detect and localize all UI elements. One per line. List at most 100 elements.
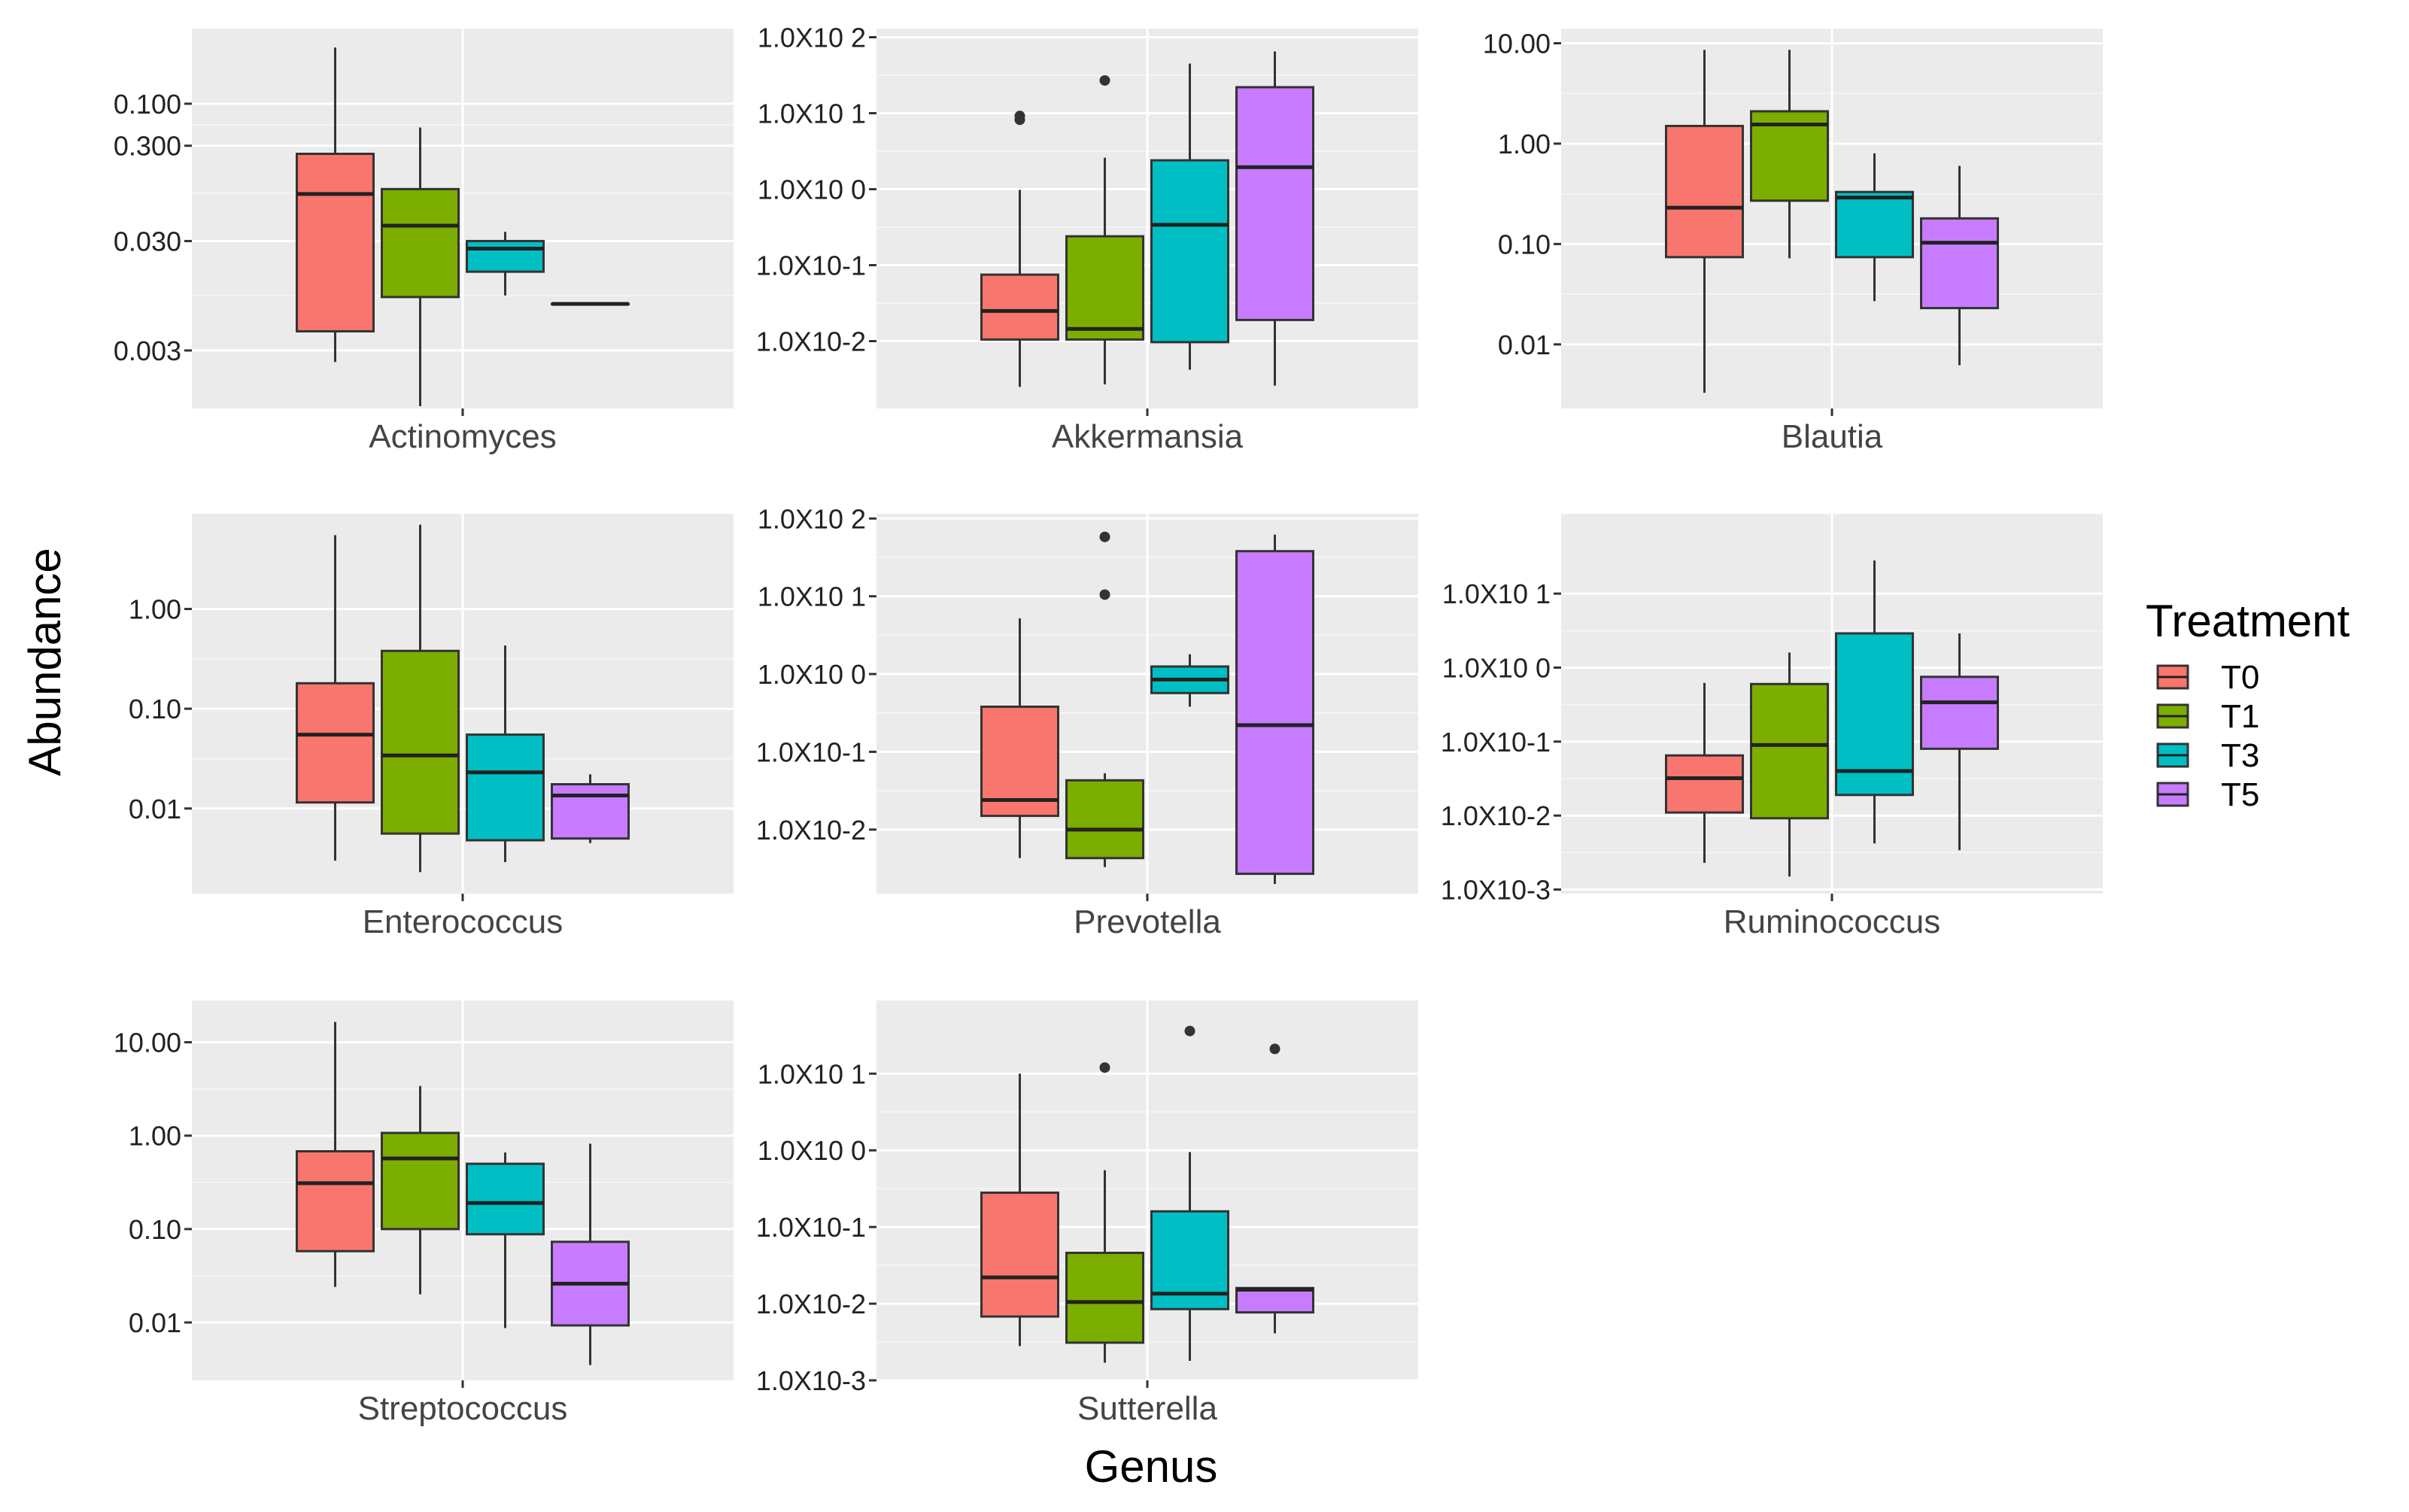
panel-akkermansia: 1.0X10-2 1.0X10-1 1.0X10 0 1.0X10 1 1.0X10 2… (756, 23, 1418, 455)
box-prevotella-t3 (1150, 654, 1229, 707)
x-tick-label: Enterococcus (363, 903, 564, 940)
box-body (1150, 159, 1229, 344)
box-body (980, 1192, 1059, 1318)
y-tick-label: 0.030 (114, 226, 181, 257)
y-tick-label: 1.0X10 2 (758, 503, 866, 534)
legend-item-t5: T5 (2156, 776, 2259, 813)
box-ruminococcus-t0 (1665, 682, 1744, 863)
y-tick-label: 1.0X10 1 (1442, 578, 1551, 609)
box-blautia-t0 (1665, 50, 1744, 393)
box-body (1750, 682, 1829, 820)
box-body (381, 1131, 460, 1231)
panel-streptococcus: 0.01 0.10 1.00 10.00 Streptococcus (114, 1000, 734, 1427)
y-tick-label: 0.003 (114, 335, 181, 366)
box-body (1065, 779, 1144, 860)
y-tick-label: 1.0X10-1 (756, 250, 866, 281)
y-tick-label: 1.0X10 2 (758, 23, 866, 53)
legend-item-t1: T1 (2156, 698, 2259, 735)
y-tick-label: 1.0X10 0 (758, 175, 866, 205)
x-tick-label: Blautia (1782, 418, 1883, 455)
box-body (1235, 1286, 1314, 1314)
box-akkermansia-t0 (980, 111, 1059, 387)
y-tick-label: 1.0X10-2 (756, 1289, 866, 1319)
panel-ruminococcus: 1.0X10-3 1.0X10-2 1.0X10-1 1.0X10 0 1.0X10 1… (1441, 514, 2103, 940)
box-ruminococcus-t1 (1750, 652, 1829, 877)
x-tick-label: Sutterella (1077, 1390, 1217, 1427)
y-tick-label: 1.0X10 1 (758, 581, 866, 612)
x-axis-title: Genus (1085, 1441, 1218, 1492)
box-enterococcus-t3 (466, 645, 545, 863)
box-body (466, 239, 545, 273)
y-tick-label: 1.00 (1498, 129, 1551, 159)
y-tick-label: 0.10 (1498, 229, 1551, 260)
y-tick-label: 1.0X10-1 (756, 736, 866, 767)
y-tick-label: 1.0X10-2 (1441, 800, 1551, 831)
legend-label: T1 (2221, 698, 2259, 735)
y-tick-label: 10.00 (114, 1028, 181, 1058)
panel-actinomyces: 0.003 0.030 0.300 0.100 Actinomyces (114, 29, 734, 455)
box-body (296, 153, 375, 332)
box-actinomyces-t1 (381, 127, 460, 406)
box-body (1065, 1252, 1144, 1344)
y-tick-label: 0.100 (114, 89, 181, 120)
box-streptococcus-t5 (551, 1143, 630, 1365)
box-body (551, 783, 630, 840)
outlier-point (1269, 1043, 1280, 1055)
legend-title: Treatment (2146, 596, 2350, 646)
box-body (466, 1162, 545, 1236)
box-sutterella-t1 (1065, 1062, 1144, 1363)
box-akkermansia-t5 (1235, 51, 1314, 386)
y-tick-label: 0.01 (129, 1307, 181, 1338)
y-tick-label: 1.0X10 0 (758, 659, 866, 690)
y-tick-label: 1.0X10 1 (758, 99, 866, 129)
box-streptococcus-t3 (466, 1152, 545, 1328)
box-sutterella-t0 (980, 1073, 1059, 1347)
legend-label: T0 (2221, 659, 2259, 696)
y-tick-label: 1.0X10-2 (756, 326, 866, 357)
panels-layer: 0.0030.0300.3000.100Actinomyces1.0X10-21… (114, 23, 2103, 1427)
legend-item-t3: T3 (2156, 737, 2259, 774)
panel-blautia: 0.01 0.10 1.00 10.00 Blautia (1483, 28, 2103, 455)
y-tick-label: 1.0X10-1 (1441, 727, 1551, 758)
y-tick-label: 0.01 (129, 794, 181, 824)
box-actinomyces-t3 (466, 232, 545, 296)
box-body (980, 705, 1059, 818)
box-body (296, 682, 375, 804)
y-tick-label: 0.10 (129, 694, 181, 724)
y-tick-label: 1.0X10 0 (1442, 652, 1551, 683)
y-axis-title: Abundance (20, 548, 70, 776)
box-body (1065, 235, 1144, 341)
box-prevotella-t0 (980, 618, 1059, 858)
box-body (1665, 754, 1744, 814)
box-akkermansia-t1 (1065, 74, 1144, 384)
box-enterococcus-t0 (296, 535, 375, 861)
outlier-point (1099, 74, 1110, 86)
x-tick-label: Actinomyces (369, 418, 556, 455)
y-tick-label: 1.0X10-3 (1441, 875, 1551, 906)
outlier-point (1014, 111, 1025, 122)
box-akkermansia-t3 (1150, 63, 1229, 370)
legend-item-t0: T0 (2156, 659, 2259, 696)
y-tick-label: 1.0X10 0 (758, 1135, 866, 1166)
y-tick-label: 0.300 (114, 131, 181, 162)
x-tick-label: Ruminococcus (1724, 903, 1941, 940)
box-body (1920, 217, 1999, 310)
box-body (1835, 632, 1914, 797)
y-tick-label: 0.01 (1498, 329, 1551, 360)
box-body (980, 273, 1059, 341)
box-sutterella-t5 (1235, 1043, 1314, 1334)
y-tick-label: 10.00 (1483, 28, 1551, 59)
box-body (381, 649, 460, 835)
x-tick-label: Streptococcus (358, 1390, 568, 1427)
box-ruminococcus-t3 (1835, 560, 1914, 844)
box-body (466, 733, 545, 842)
box-body (1665, 124, 1744, 259)
box-body (1235, 550, 1314, 876)
box-actinomyces-t0 (296, 47, 375, 363)
y-tick-label: 0.10 (129, 1214, 181, 1245)
box-streptococcus-t0 (296, 1022, 375, 1287)
box-body (381, 187, 460, 299)
box-blautia-t3 (1835, 153, 1914, 302)
box-ruminococcus-t5 (1920, 633, 1999, 851)
